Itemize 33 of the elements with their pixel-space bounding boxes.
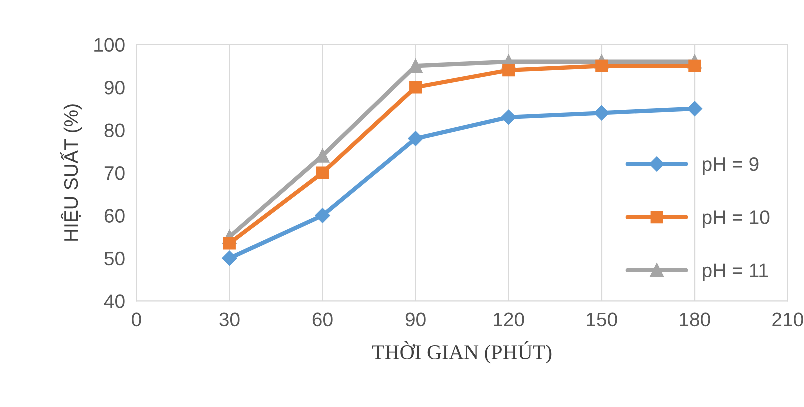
point: [316, 166, 329, 180]
y-tick-label: 80: [104, 124, 125, 138]
x-tick-label: 0: [132, 312, 142, 327]
x-tick-label: 90: [406, 312, 426, 327]
point: [501, 110, 516, 125]
point: [223, 237, 236, 250]
y-tick-label: 60: [104, 209, 125, 223]
x-tick-label: 60: [312, 312, 333, 327]
point: [315, 208, 330, 224]
y-tick-label: 50: [104, 252, 125, 266]
legend-label: pH = 11: [703, 264, 768, 282]
x-axis-title: THỜI GIAN (PHÚT): [372, 342, 552, 364]
point: [502, 64, 516, 77]
y-tick-label: 40: [104, 294, 125, 308]
legend-label: pH = 9: [703, 157, 759, 176]
y-axis-title: HIỆU SUẤT (%): [60, 104, 82, 241]
x-tick-label: 120: [494, 312, 524, 327]
point: [408, 59, 423, 74]
point: [222, 250, 238, 266]
point: [687, 101, 702, 116]
point: [688, 60, 702, 72]
x-tick-label: 180: [680, 312, 710, 327]
x-tick-label: 150: [587, 312, 618, 327]
y-tick-label: 100: [94, 38, 125, 52]
y-tick-label: 70: [104, 166, 125, 180]
legend-label: pH = 10: [703, 210, 770, 228]
y-tick-label: 90: [104, 80, 125, 95]
point: [408, 131, 424, 146]
point: [596, 60, 608, 72]
point: [410, 81, 422, 94]
x-tick-label: 30: [220, 312, 240, 327]
point: [594, 106, 610, 121]
x-tick-label: 210: [772, 312, 804, 327]
